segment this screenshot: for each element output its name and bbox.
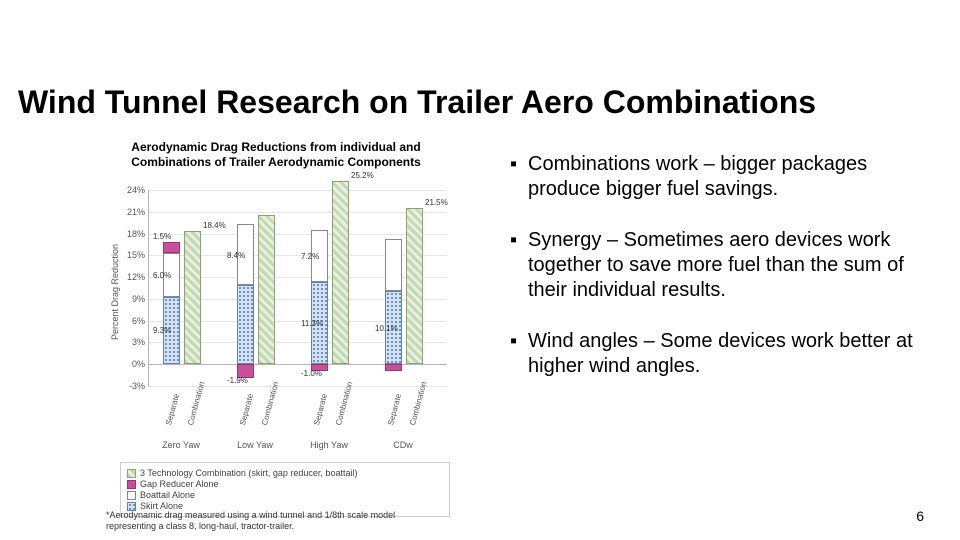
value-label: 8.4% xyxy=(227,251,245,260)
value-label: 11.3% xyxy=(301,319,323,328)
legend-label: Boattail Alone xyxy=(140,490,195,500)
value-label: 9.3% xyxy=(153,326,171,335)
bar-combination xyxy=(332,190,349,386)
legend-label: Gap Reducer Alone xyxy=(140,479,219,489)
legend-item: Boattail Alone xyxy=(127,490,443,500)
bullet-marker-icon: ▪ xyxy=(510,329,528,379)
bar-separate xyxy=(385,190,402,386)
bar-combination xyxy=(406,190,423,386)
y-tick-label: 0% xyxy=(121,359,145,369)
value-label: -1.0% xyxy=(301,369,322,378)
bar-segment xyxy=(237,285,254,364)
y-tick-label: 3% xyxy=(121,337,145,347)
bar-separate xyxy=(163,190,180,386)
bullet-text: Combinations work – bigger packages prod… xyxy=(528,152,920,202)
bar-segment xyxy=(163,242,180,253)
y-tick-label: 24% xyxy=(121,185,145,195)
bullet-item: ▪ Wind angles – Some devices work better… xyxy=(510,329,920,379)
bullet-text: Wind angles – Some devices work better a… xyxy=(528,329,920,379)
bar-segment xyxy=(385,239,402,291)
y-axis-label: Percent Drag Reduction xyxy=(110,244,120,340)
bullet-item: ▪ Combinations work – bigger packages pr… xyxy=(510,152,920,202)
value-label: 7.2% xyxy=(301,252,319,261)
y-tick-label: 9% xyxy=(121,294,145,304)
y-tick-label: -3% xyxy=(121,381,145,391)
y-tick-label: 18% xyxy=(121,229,145,239)
bullet-list: ▪ Combinations work – bigger packages pr… xyxy=(510,152,920,405)
footnote: *Aerodynamic drag measured using a wind … xyxy=(106,510,436,533)
bullet-item: ▪ Synergy – Sometimes aero devices work … xyxy=(510,228,920,303)
legend-item: Gap Reducer Alone xyxy=(127,479,443,489)
value-label: 1.5% xyxy=(153,232,171,241)
x-group-label: Zero Yaw xyxy=(144,440,218,450)
y-tick-label: 6% xyxy=(121,316,145,326)
bar-group: 8.4%-1.9% xyxy=(237,190,297,386)
value-label: 21.5% xyxy=(425,198,448,207)
legend-item: 3 Technology Combination (skirt, gap red… xyxy=(127,468,443,478)
value-label: 25.2% xyxy=(351,171,374,180)
page-title: Wind Tunnel Research on Trailer Aero Com… xyxy=(18,86,816,120)
bullet-text: Synergy – Sometimes aero devices work to… xyxy=(528,228,920,303)
value-label: 10.1% xyxy=(375,324,398,333)
x-group-label: Low Yaw xyxy=(218,440,292,450)
value-label: -1.9% xyxy=(227,376,248,385)
bar-combination xyxy=(184,190,201,386)
bullet-marker-icon: ▪ xyxy=(510,228,528,303)
value-label: 6.0% xyxy=(153,271,171,280)
bar-group: 10.1%21.5% xyxy=(385,190,445,386)
bar-segment xyxy=(184,231,201,365)
y-tick-label: 15% xyxy=(121,250,145,260)
page-number: 6 xyxy=(916,508,924,524)
legend-swatch-boattail xyxy=(127,491,136,500)
x-group-label: High Yaw xyxy=(292,440,366,450)
y-tick-label: 12% xyxy=(121,272,145,282)
bar-segment xyxy=(332,181,349,364)
chart-area: Percent Drag Reduction -3% 0% 3% 6% 9% 12% 15%… xyxy=(106,190,446,460)
bar-separate xyxy=(311,190,328,386)
legend-label: 3 Technology Combination (skirt, gap red… xyxy=(140,468,357,478)
bullet-marker-icon: ▪ xyxy=(510,152,528,202)
bar-combination xyxy=(258,190,275,386)
bar-group: 9.3%6.0%1.5%18.4% xyxy=(163,190,223,386)
bar-separate xyxy=(237,190,254,386)
x-group-label: CDw xyxy=(366,440,440,450)
bar-segment xyxy=(258,215,275,365)
bar-group: 11.3%7.2%-1.0%25.2% xyxy=(311,190,371,386)
chart-plot: -3%0%3%6%9%12%15%18%21%24%9.3%6.0%1.5%18… xyxy=(148,190,447,387)
bar-segment xyxy=(406,208,423,364)
y-tick-label: 21% xyxy=(121,207,145,217)
slide: Wind Tunnel Research on Trailer Aero Com… xyxy=(0,0,960,540)
legend-swatch-combo xyxy=(127,469,136,478)
legend-swatch-gap xyxy=(127,480,136,489)
value-label: 18.4% xyxy=(203,221,226,230)
chart-title: Aerodynamic Drag Reductions from individ… xyxy=(106,140,446,170)
